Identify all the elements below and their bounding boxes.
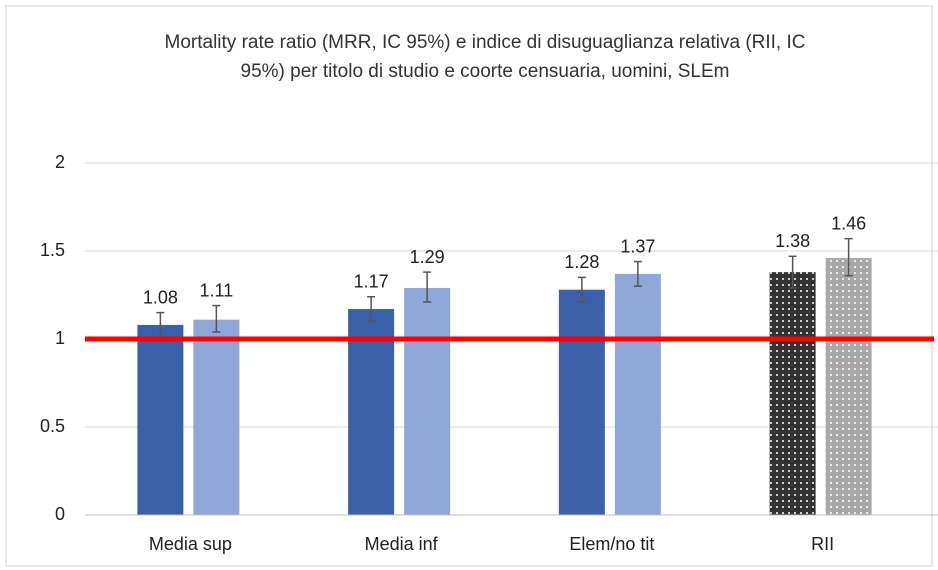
bar [769, 272, 816, 515]
chart-title: Mortality rate ratio (MRR, IC 95%) e ind… [164, 32, 806, 82]
data-label: 1.08 [143, 287, 178, 307]
bar [348, 309, 395, 515]
y-tick-label: 1.5 [40, 240, 65, 260]
bar [558, 289, 605, 515]
x-tick-label: Elem/no tit [569, 534, 654, 554]
data-label: 1.17 [354, 272, 389, 292]
chart-border [5, 5, 933, 567]
y-tick-label: 0.5 [40, 416, 65, 436]
data-label: 1.28 [564, 252, 599, 272]
y-tick-label: 0 [55, 504, 65, 524]
x-tick-label: Media sup [149, 534, 232, 554]
x-tick-label: Media inf [365, 534, 439, 554]
bar [193, 319, 240, 515]
data-label: 1.38 [775, 231, 810, 251]
y-tick-label: 1 [55, 328, 65, 348]
data-label: 1.11 [200, 280, 234, 300]
y-tick-label: 2 [55, 152, 65, 172]
bar [825, 258, 872, 515]
data-label: 1.29 [410, 247, 445, 267]
bar [137, 324, 184, 515]
data-label: 1.37 [620, 236, 655, 256]
bar [404, 287, 451, 515]
x-tick-label: RII [811, 534, 834, 554]
bar [614, 273, 661, 515]
data-label: 1.46 [831, 213, 866, 233]
